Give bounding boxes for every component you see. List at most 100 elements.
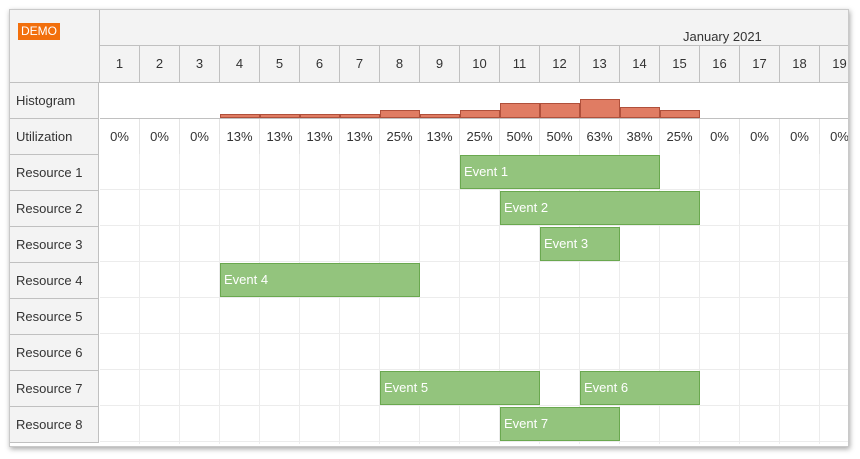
day-header-10: 10: [460, 46, 500, 83]
resource-row-header[interactable]: Resource 4: [10, 263, 99, 299]
event-label: Event 2: [504, 200, 549, 215]
day-header-8: 8: [380, 46, 420, 83]
day-header-9: 9: [420, 46, 460, 83]
histogram-row: [100, 83, 848, 119]
day-header-15: 15: [660, 46, 700, 83]
event-box[interactable]: Event 4: [220, 263, 420, 297]
event-label: Event 4: [224, 272, 269, 287]
resource-name: Resource 5: [16, 309, 83, 324]
resource-row-header[interactable]: Resource 8: [10, 407, 99, 443]
utilization-cell: 0%: [780, 119, 820, 154]
histogram-bar: [300, 114, 340, 118]
grid-column-line: [139, 154, 140, 444]
month-label: January 2021: [683, 29, 762, 44]
resource-name: Resource 4: [16, 273, 83, 288]
event-box[interactable]: Event 6: [580, 371, 700, 405]
grid-column-line: [699, 154, 700, 444]
grid-column-line: [739, 154, 740, 444]
grid-row-line: [100, 369, 848, 370]
scheduler-grid[interactable]: Event 1 Event 2 Event 3 Event 4 Event 5 Event…: [100, 154, 848, 444]
resource-name: Resource 6: [16, 345, 83, 360]
grid-column-line: [219, 154, 220, 444]
resource-name: Resource 2: [16, 201, 83, 216]
event-label: Event 7: [504, 416, 549, 431]
day-header-12: 12: [540, 46, 580, 83]
day-header-13: 13: [580, 46, 620, 83]
grid-column-line: [259, 154, 260, 444]
day-header-14: 14: [620, 46, 660, 83]
grid-row-line: [100, 441, 848, 442]
month-header-row: January 2021: [100, 10, 848, 46]
histogram-bar: [220, 114, 260, 118]
event-box[interactable]: Event 2: [500, 191, 700, 225]
event-label: Event 5: [384, 380, 429, 395]
histogram-bar: [260, 114, 300, 118]
grid-row-line: [100, 261, 848, 262]
utilization-cell: 0%: [140, 119, 180, 154]
resource-row-header[interactable]: Resource 3: [10, 227, 99, 263]
scheduler-corner: DEMO: [10, 10, 100, 83]
utilization-cell: 25%: [660, 119, 700, 154]
event-label: Event 3: [544, 236, 589, 251]
day-header-17: 17: [740, 46, 780, 83]
day-header-6: 6: [300, 46, 340, 83]
histogram-bar: [580, 99, 620, 118]
time-header: January 2021 1 2 3 4 5 6 7 8 9 10 11 12 13 14 15 16 17 18…: [100, 10, 848, 83]
resource-row-header[interactable]: Resource 6: [10, 335, 99, 371]
histogram-bar: [420, 114, 460, 118]
utilization-cell: 50%: [500, 119, 540, 154]
resource-name: Resource 1: [16, 165, 83, 180]
grid-row-line: [100, 189, 848, 190]
utilization-cell: 13%: [340, 119, 380, 154]
event-label: Event 1: [464, 164, 509, 179]
utilization-cell: 13%: [420, 119, 460, 154]
utilization-cell: 0%: [820, 119, 848, 154]
histogram-bar: [380, 110, 420, 118]
histogram-bar: [460, 110, 500, 118]
utilization-cell: 13%: [260, 119, 300, 154]
histogram-bar: [340, 114, 380, 118]
grid-column-line: [819, 154, 820, 444]
event-box[interactable]: Event 7: [500, 407, 620, 441]
grid-column-line: [779, 154, 780, 444]
day-header-1: 1: [100, 46, 140, 83]
utilization-cell: 0%: [700, 119, 740, 154]
grid-column-line: [619, 154, 620, 444]
grid-row-line: [100, 297, 848, 298]
day-header-16: 16: [700, 46, 740, 83]
resource-row-header[interactable]: Resource 7: [10, 371, 99, 407]
day-header-7: 7: [340, 46, 380, 83]
resource-row-header[interactable]: Resource 5: [10, 299, 99, 335]
utilization-cell: 0%: [100, 119, 140, 154]
utilization-cell: 25%: [380, 119, 420, 154]
resource-name: Resource 3: [16, 237, 83, 252]
grid-column-line: [179, 154, 180, 444]
event-box[interactable]: Event 3: [540, 227, 620, 261]
utilization-cell: 0%: [180, 119, 220, 154]
grid-column-line: [659, 154, 660, 444]
day-header-19: 19: [820, 46, 848, 83]
utilization-cell: 13%: [300, 119, 340, 154]
event-box[interactable]: Event 5: [380, 371, 540, 405]
demo-badge: DEMO: [18, 23, 60, 40]
utilization-cell: 38%: [620, 119, 660, 154]
resource-name: Resource 7: [16, 381, 83, 396]
resource-row-header[interactable]: Resource 2: [10, 191, 99, 227]
utilization-cell: 13%: [220, 119, 260, 154]
day-header-5: 5: [260, 46, 300, 83]
grid-column-line: [339, 154, 340, 444]
grid-row-line: [100, 225, 848, 226]
event-box[interactable]: Event 1: [460, 155, 660, 189]
utilization-cell: 25%: [460, 119, 500, 154]
histogram-bar: [540, 103, 580, 118]
histogram-bar: [620, 107, 660, 118]
utilization-row-header: Utilization: [10, 119, 99, 155]
grid-column-line: [379, 154, 380, 444]
utilization-cell: 50%: [540, 119, 580, 154]
histogram-bar: [660, 110, 700, 118]
utilization-cell: 63%: [580, 119, 620, 154]
day-header-18: 18: [780, 46, 820, 83]
day-header-2: 2: [140, 46, 180, 83]
day-header-4: 4: [220, 46, 260, 83]
resource-row-header[interactable]: Resource 1: [10, 155, 99, 191]
